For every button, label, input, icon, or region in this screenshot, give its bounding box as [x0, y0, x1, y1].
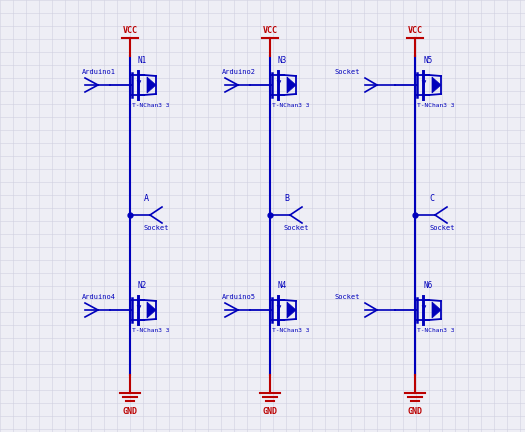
Text: VCC: VCC: [407, 26, 423, 35]
Text: GND: GND: [407, 407, 423, 416]
Text: Socket: Socket: [144, 225, 170, 231]
Text: VCC: VCC: [262, 26, 278, 35]
Text: N5: N5: [423, 56, 432, 65]
Text: T-NChan3 3: T-NChan3 3: [272, 103, 310, 108]
Text: Arduino1: Arduino1: [82, 69, 116, 75]
Text: N3: N3: [278, 56, 287, 65]
Text: Arduino4: Arduino4: [82, 294, 116, 300]
Text: Socket: Socket: [284, 225, 310, 231]
Text: VCC: VCC: [122, 26, 138, 35]
Text: T-NChan3 3: T-NChan3 3: [132, 328, 170, 333]
Text: Arduino2: Arduino2: [222, 69, 256, 75]
Polygon shape: [287, 77, 296, 93]
Polygon shape: [287, 302, 296, 318]
Text: T-NChan3 3: T-NChan3 3: [417, 328, 455, 333]
Polygon shape: [147, 302, 156, 318]
Text: GND: GND: [122, 407, 138, 416]
Text: GND: GND: [262, 407, 278, 416]
Text: N2: N2: [138, 281, 147, 290]
Text: N6: N6: [423, 281, 432, 290]
Text: N1: N1: [138, 56, 147, 65]
Polygon shape: [432, 77, 441, 93]
Text: Socket: Socket: [429, 225, 455, 231]
Text: Arduino5: Arduino5: [222, 294, 256, 300]
Text: T-NChan3 3: T-NChan3 3: [272, 328, 310, 333]
Polygon shape: [432, 302, 441, 318]
Text: Socket: Socket: [334, 294, 360, 300]
Polygon shape: [147, 77, 156, 93]
Text: B: B: [284, 194, 289, 203]
Text: A: A: [144, 194, 149, 203]
Text: C: C: [429, 194, 434, 203]
Text: T-NChan3 3: T-NChan3 3: [132, 103, 170, 108]
Text: T-NChan3 3: T-NChan3 3: [417, 103, 455, 108]
Text: N4: N4: [278, 281, 287, 290]
Text: Socket: Socket: [334, 69, 360, 75]
